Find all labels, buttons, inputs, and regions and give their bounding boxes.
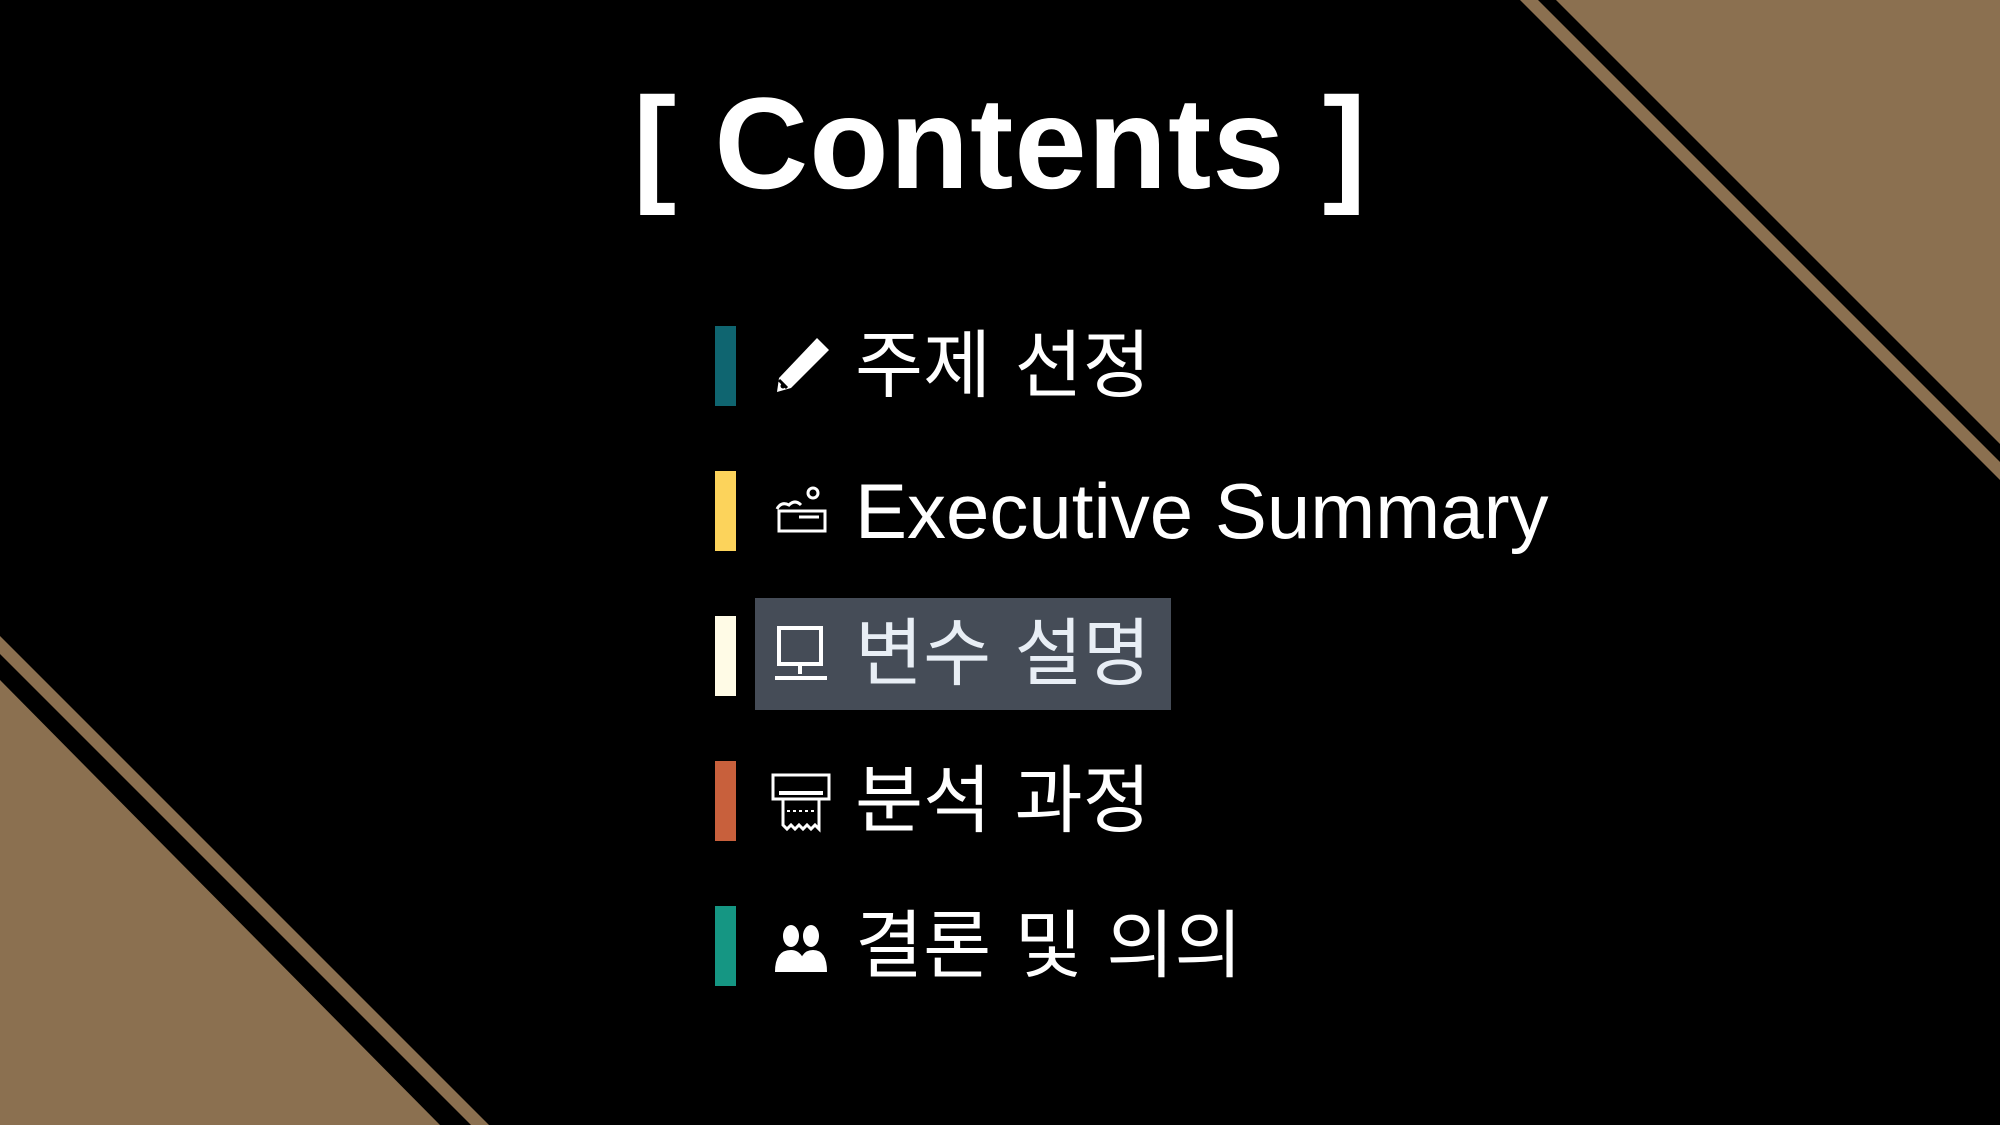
receipt-printer-icon	[771, 773, 831, 833]
menu-item-row[interactable]: 분석 과정	[755, 745, 1171, 857]
people-icon	[775, 925, 827, 972]
menu-item-topic[interactable]: 주제 선정	[715, 320, 1615, 406]
menu-item-color-bar	[715, 906, 736, 986]
top-right-gold-triangle	[1556, 0, 2000, 444]
slide-title: [ Contents ]	[632, 70, 1368, 216]
menu-item-row[interactable]: Executive Summary	[755, 455, 1569, 567]
pencil-icon	[777, 338, 829, 392]
soap-icon	[775, 486, 827, 533]
menu-item-color-bar	[715, 326, 736, 406]
menu-item-label: 분석 과정	[855, 758, 1151, 844]
menu-item-conclusion[interactable]: 결론 및 의의	[715, 900, 1615, 986]
menu-item-label: 주제 선정	[855, 323, 1151, 409]
menu-item-label: Executive Summary	[855, 467, 1549, 555]
bottom-left-gold-stripe	[0, 636, 489, 1125]
menu-item-row[interactable]: 주제 선정	[755, 310, 1171, 422]
menu-item-color-bar	[715, 761, 736, 841]
menu-item-variables[interactable]: 변수 설명	[715, 598, 1615, 710]
menu-item-row[interactable]: 결론 및 의의	[755, 890, 1262, 1002]
menu-item-color-bar	[715, 471, 736, 551]
bottom-left-gold-triangle	[0, 680, 440, 1125]
menu-item-analysis[interactable]: 분석 과정	[715, 755, 1615, 841]
menu-item-executive-summary[interactable]: Executive Summary	[715, 465, 1615, 551]
menu-item-row-selected[interactable]: 변수 설명	[755, 598, 1171, 710]
menu-item-label: 변수 설명	[855, 611, 1151, 697]
computer-icon	[775, 626, 827, 680]
menu-item-color-bar	[715, 616, 736, 696]
menu-item-label: 결론 및 의의	[855, 903, 1243, 989]
top-right-gold-stripe	[1520, 0, 2000, 480]
